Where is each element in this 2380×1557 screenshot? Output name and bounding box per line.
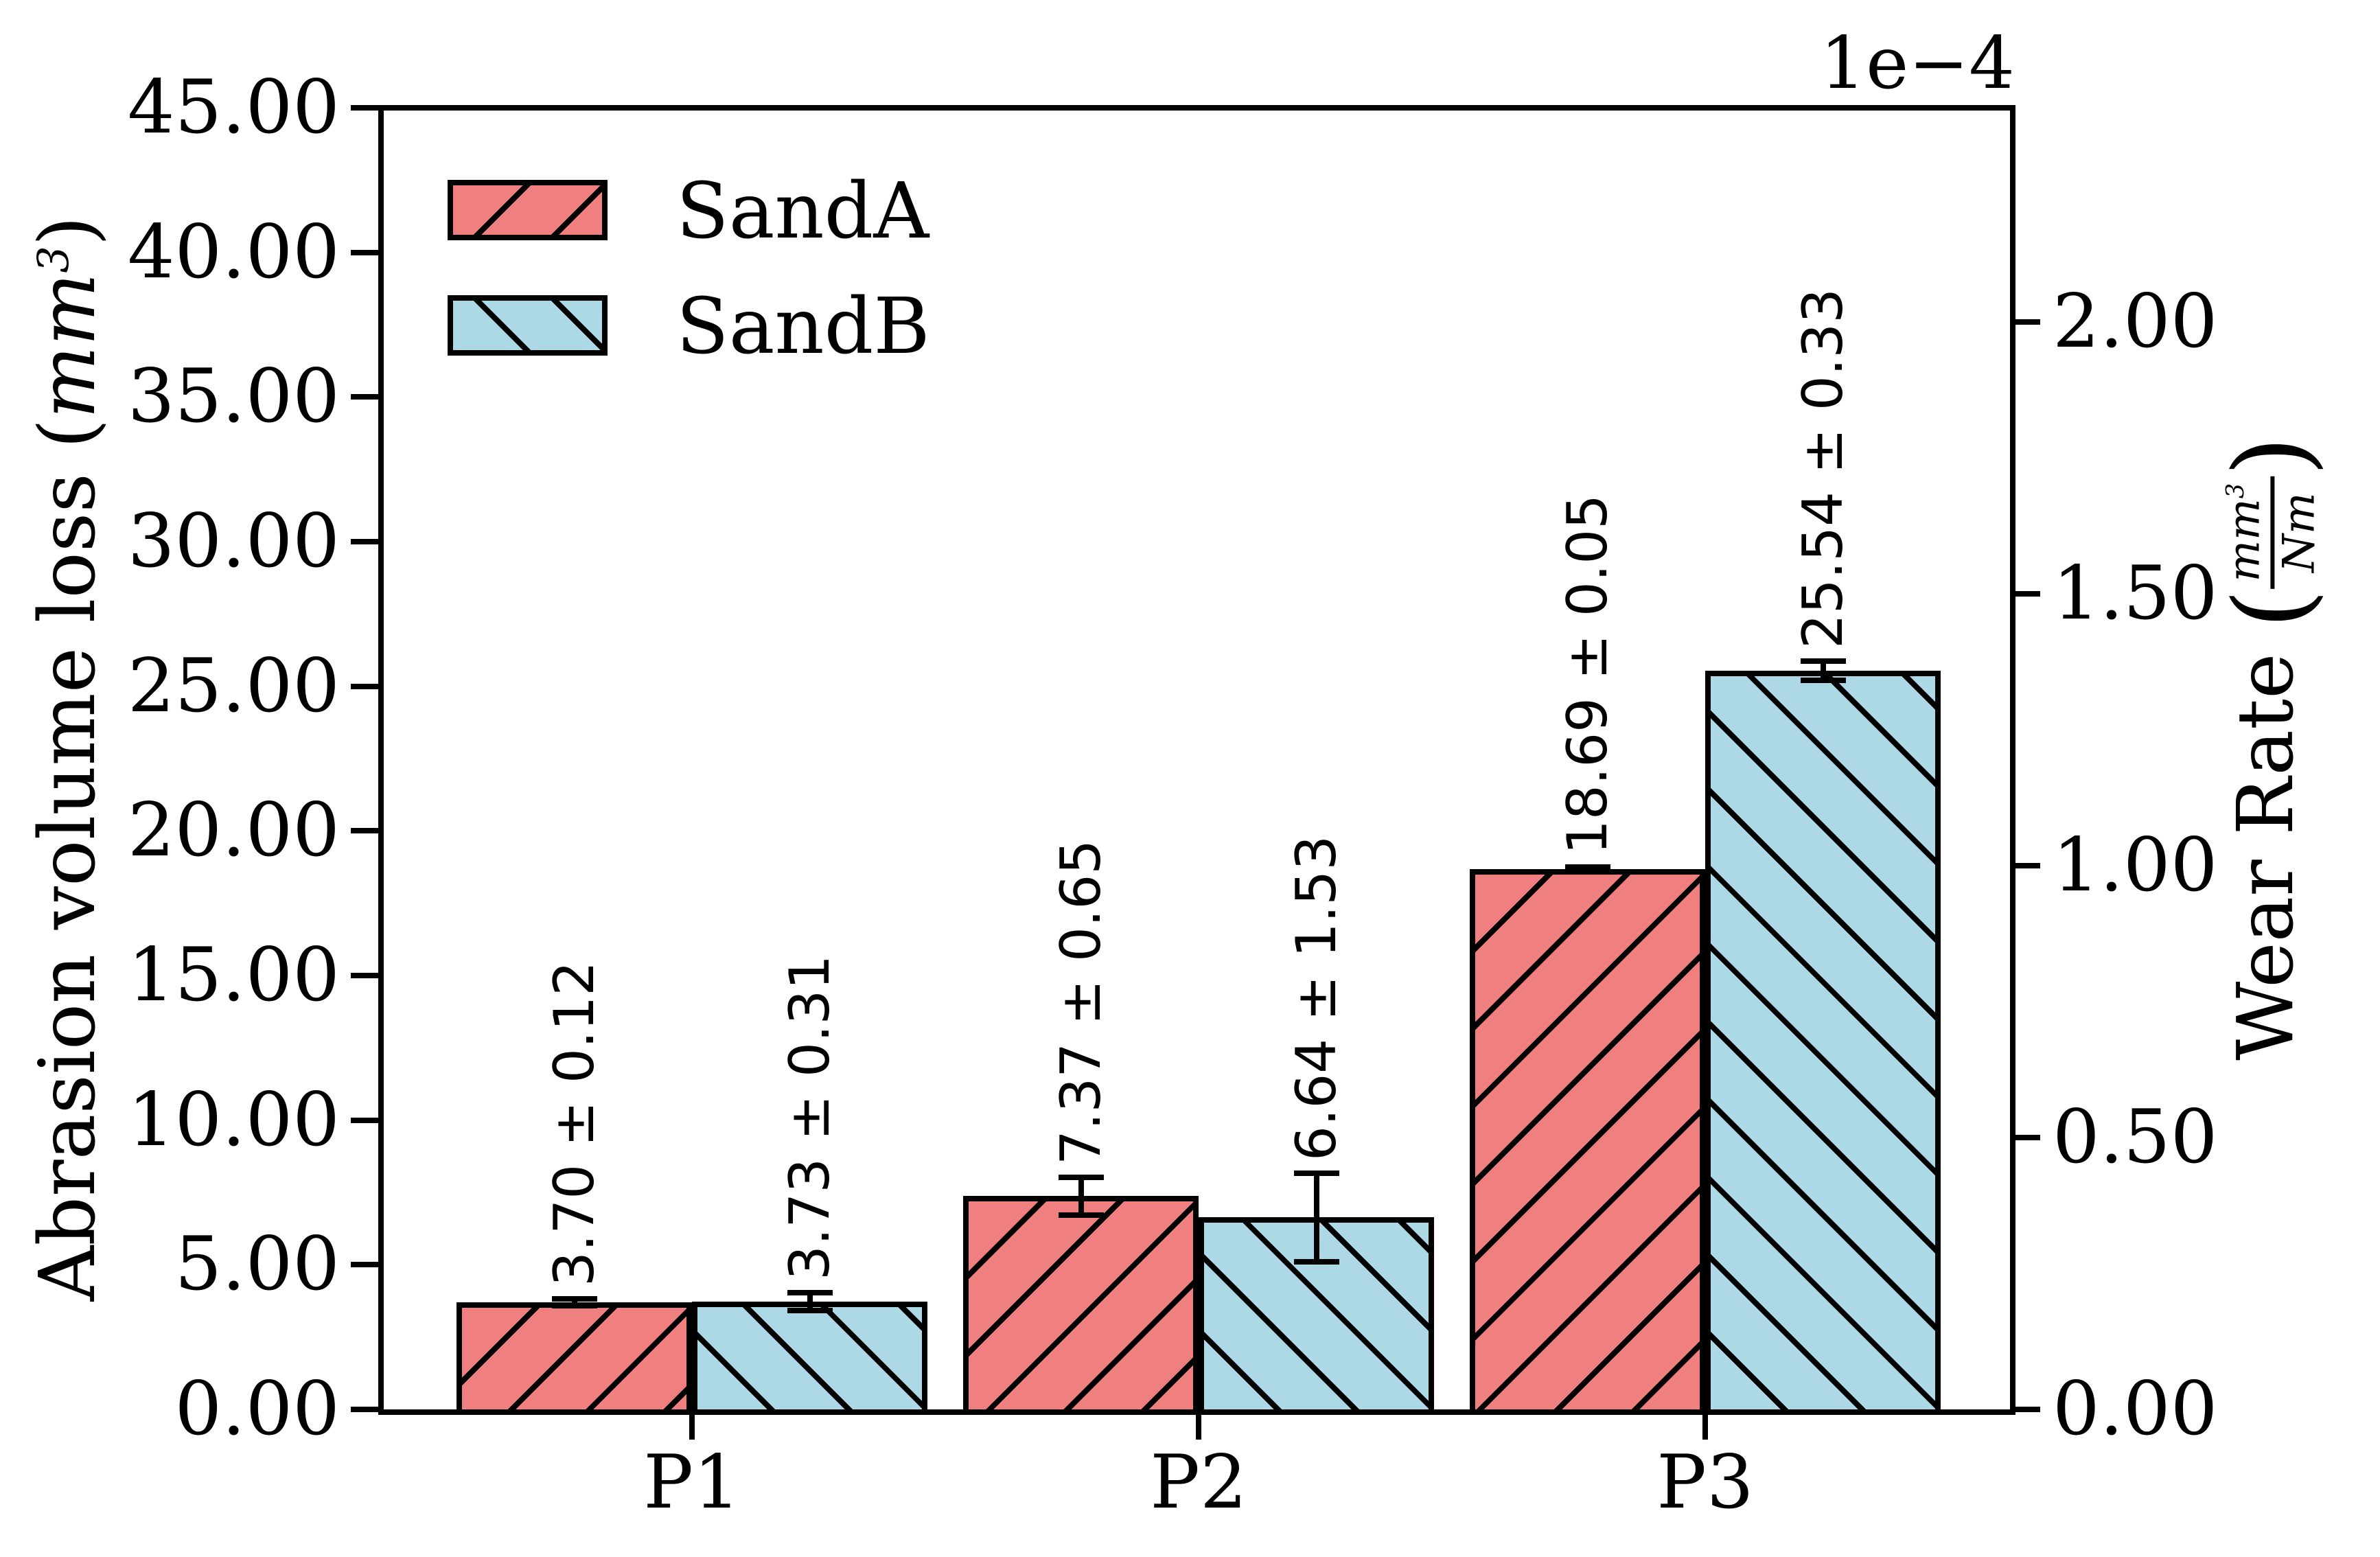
left-axis-tick xyxy=(351,1407,378,1412)
bar-label-sandb-p1: 3.73 ± 0.31 xyxy=(777,954,842,1280)
right-axis-tick xyxy=(2013,1135,2040,1141)
right-axis-tick xyxy=(2013,1407,2040,1412)
errorbar-cap-bottom-sandb-p2 xyxy=(1293,1258,1339,1265)
left-axis-tick-label: 10.00 xyxy=(127,1076,340,1163)
left-axis-tick-label: 0.00 xyxy=(174,1366,340,1452)
right-axis-title: Wear Rate (mm3 Nm) xyxy=(2213,436,2332,1061)
right-axis-tick xyxy=(2013,863,2040,869)
errorbar-cap-top-sandb-p3 xyxy=(1800,658,1846,664)
left-axis-tick xyxy=(351,1117,378,1123)
left-axis-tick-label: 5.00 xyxy=(174,1221,340,1308)
errorbar-cap-top-sandb-p1 xyxy=(787,1289,833,1295)
errorbar-sandb-p1 xyxy=(807,1292,813,1311)
bar-sandb-p3 xyxy=(1705,670,1941,1415)
errorbar-cap-top-sandb-p2 xyxy=(1293,1170,1339,1176)
bar-label-sandb-p2: 6.64 ± 1.53 xyxy=(1284,835,1348,1161)
left-axis-title: Abrasion volume loss (mm3) xyxy=(23,216,113,1302)
fraction-numerator: mm3 xyxy=(2219,476,2274,589)
x-axis-tick xyxy=(689,1412,695,1440)
right-axis-tick xyxy=(2013,591,2040,597)
errorbar-cap-top-sanda-p2 xyxy=(1058,1175,1104,1181)
legend-label-sanda: SandA xyxy=(676,167,929,256)
left-axis-tick-label: 40.00 xyxy=(127,209,340,295)
left-axis-unit: mm3 xyxy=(23,246,113,419)
bar-sanda-p1 xyxy=(457,1302,692,1415)
right-axis-tick xyxy=(2013,319,2040,325)
close-paren: ) xyxy=(2213,436,2332,476)
left-axis-tick-label: 15.00 xyxy=(127,932,340,1018)
left-axis-tick xyxy=(351,973,378,978)
left-axis-tick-label: 20.00 xyxy=(127,787,340,874)
legend-swatch-sanda xyxy=(448,180,608,240)
left-axis-tick xyxy=(351,683,378,689)
x-axis-tick xyxy=(1196,1412,1201,1440)
x-axis-tick xyxy=(1702,1412,1708,1440)
bar-label-sanda-p1: 3.70 ± 0.12 xyxy=(542,960,606,1287)
plot-area xyxy=(378,105,2015,1415)
errorbar-cap-bottom-sanda-p1 xyxy=(551,1303,597,1309)
errorbar-cap-bottom-sanda-p2 xyxy=(1058,1212,1104,1218)
left-axis-tick xyxy=(351,105,378,111)
bar-label-sanda-p2: 7.37 ± 0.65 xyxy=(1048,839,1113,1166)
right-axis-tick-label: 0.00 xyxy=(2053,1366,2218,1452)
errorbar-sandb-p2 xyxy=(1313,1173,1319,1262)
left-axis-tick xyxy=(351,539,378,544)
right-axis-tick-label: 1.50 xyxy=(2053,551,2218,637)
errorbar-cap-bottom-sanda-p3 xyxy=(1564,867,1610,873)
left-axis-tick-label: 30.00 xyxy=(127,498,340,584)
bar-label-sanda-p3: 18.69 ± 0.05 xyxy=(1555,494,1619,855)
open-paren: ( xyxy=(2213,588,2332,630)
errorbar-cap-bottom-sandb-p1 xyxy=(787,1307,833,1313)
errorbar-cap-top-sanda-p1 xyxy=(551,1296,597,1302)
left-axis-tick xyxy=(351,1262,378,1268)
right-axis-tick-label: 2.00 xyxy=(2053,279,2218,365)
errorbar-cap-top-sanda-p3 xyxy=(1564,864,1610,870)
errorbar-sanda-p2 xyxy=(1078,1177,1084,1215)
x-axis-tick-label-p3: P3 xyxy=(1656,1440,1754,1525)
bar-label-sandb-p3: 25.54 ± 0.33 xyxy=(1790,288,1855,649)
right-axis-offset-text: 1e−4 xyxy=(1820,21,2015,105)
left-axis-tick-label: 35.00 xyxy=(127,354,340,440)
errorbar-sandb-p3 xyxy=(1820,661,1826,680)
wear-rate-fraction: mm3 Nm xyxy=(2219,476,2324,589)
legend-label-sandb: SandB xyxy=(676,282,930,371)
right-axis-tick-label: 0.50 xyxy=(2053,1094,2218,1181)
x-axis-tick-label-p2: P2 xyxy=(1150,1440,1247,1525)
left-axis-tick-label: 45.00 xyxy=(127,65,340,150)
fraction-denominator: Nm xyxy=(2274,492,2324,573)
left-axis-tick xyxy=(351,828,378,834)
left-axis-tick-label: 25.00 xyxy=(127,643,340,729)
errorbar-sanda-p1 xyxy=(571,1299,577,1306)
left-axis-tick xyxy=(351,249,378,255)
x-axis-tick-label-p1: P1 xyxy=(643,1440,741,1525)
legend-swatch-sandb xyxy=(448,295,608,356)
right-axis-tick-label: 1.00 xyxy=(2053,822,2218,909)
left-axis-tick xyxy=(351,394,378,400)
errorbar-cap-bottom-sandb-p3 xyxy=(1800,677,1846,683)
